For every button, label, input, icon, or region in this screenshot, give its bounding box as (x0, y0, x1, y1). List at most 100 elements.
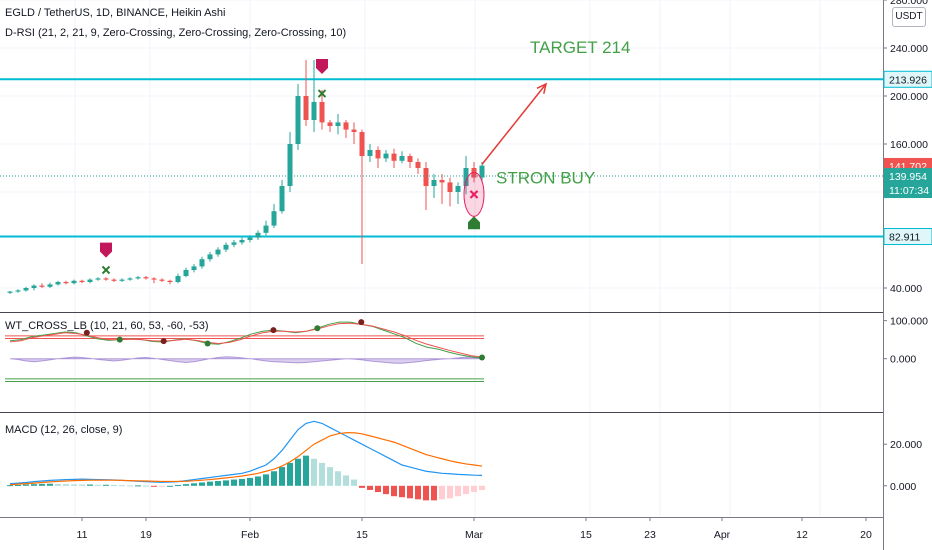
macd-histogram-bar (415, 485, 421, 500)
wt-cross-dot (270, 327, 277, 334)
candle-body (31, 285, 37, 288)
symbol-title: EGLD / TetherUS, 1D, BINANCE, Heikin Ash… (5, 7, 226, 19)
candle-body (199, 259, 205, 267)
candle-body (47, 284, 53, 287)
candle-body (367, 150, 373, 156)
macd-histogram-bar (151, 485, 157, 487)
wt-line-slow (9, 322, 483, 358)
macd-histogram-bar (31, 484, 37, 486)
x-tick-label: Apr (714, 529, 731, 541)
y-tick-label: 280.000 (890, 0, 928, 7)
macd-histogram-bar (255, 476, 261, 486)
macd-histogram-bar (231, 479, 237, 486)
candle-body (79, 280, 85, 282)
candle-body (87, 279, 93, 282)
wt-cross-dot (116, 336, 123, 343)
x-tick-label: 11 (77, 529, 88, 541)
macd-histogram-bar (167, 485, 173, 487)
macd-histogram-bar (159, 485, 165, 487)
macd-histogram-bar (351, 479, 357, 486)
macd-histogram-bar (447, 485, 453, 499)
macd-histogram-bar (95, 484, 101, 486)
indicator-title: D-RSI (21, 2, 21, 9, Zero-Crossing, Zero… (5, 27, 347, 39)
macd-histogram-bar (47, 483, 53, 486)
target-arrow-head (536, 82, 548, 94)
macd-histogram-bar (343, 475, 349, 486)
sell-signal-flag (316, 59, 328, 74)
macd-histogram-bar (63, 484, 69, 486)
candle-body (15, 290, 21, 292)
macd-histogram-bar (479, 485, 485, 490)
candle-body (375, 150, 381, 159)
candle-body (399, 156, 405, 161)
macd-histogram-bar (23, 484, 29, 486)
candle-body (447, 182, 453, 192)
candle-body (7, 291, 13, 293)
countdown-label: 11:07:34 (889, 185, 929, 197)
x-tick-label: 19 (140, 529, 152, 541)
strong-buy-annotation: STRON BUY (496, 169, 595, 188)
macd-histogram-bar (359, 485, 365, 488)
macd-histogram-bar (279, 467, 285, 486)
macd-histogram-bar (391, 485, 397, 497)
macd-histogram-bar (463, 485, 469, 495)
macd-histogram-bar (431, 485, 437, 501)
candle-body (383, 153, 389, 159)
macd-histogram-bar (223, 480, 229, 486)
candle-body (239, 240, 245, 243)
y-tick-label: 240.000 (890, 43, 928, 55)
macd-histogram-bar (55, 483, 61, 486)
macd-histogram-bar (175, 484, 181, 486)
wt-line-fast (9, 321, 483, 359)
macd-histogram-bar (183, 484, 189, 486)
buy-cross-marker (469, 190, 479, 199)
wt-y-tick-label: 0.000 (890, 354, 916, 366)
candle-body (431, 180, 437, 186)
candle-body (223, 244, 229, 250)
candle-body (127, 278, 133, 280)
candle-body (423, 168, 429, 186)
macd-histogram-bar (383, 485, 389, 495)
candle-body (215, 249, 221, 255)
wt-y-tick-label: 100.000 (890, 316, 928, 328)
candle-body (279, 186, 285, 212)
wt-cross-dot (204, 340, 211, 347)
macd-histogram-bar (327, 467, 333, 486)
wt-cross-dot (83, 329, 90, 336)
wt-momentum-area (9, 356, 483, 364)
cross-marker (317, 89, 327, 98)
wt-cross-title: WT_CROSS_LB (10, 21, 60, 53, -60, -53) (5, 320, 209, 332)
candle-body (327, 122, 333, 126)
wt-cross-dot (160, 338, 167, 345)
candle-body (247, 237, 253, 240)
macd-histogram-bar (471, 485, 477, 493)
wt-cross-dot (358, 319, 365, 326)
candle-body (439, 180, 445, 183)
x-tick-label: 23 (644, 529, 656, 541)
candle-body (287, 144, 293, 186)
macd-histogram-bar (399, 485, 405, 498)
candle-body (407, 156, 413, 162)
macd-histogram-bar (39, 483, 45, 486)
macd-histogram-bar (215, 481, 221, 486)
candle-body (311, 102, 317, 120)
y-tick-label: 200.000 (890, 91, 928, 103)
macd-histogram-bar (119, 485, 125, 487)
signal-line (9, 432, 483, 486)
macd-histogram-bar (263, 474, 269, 486)
currency-button[interactable]: USDT (892, 7, 926, 27)
candle-body (463, 168, 469, 186)
candle-body (39, 285, 45, 287)
candle-body (175, 276, 181, 282)
candle-body (111, 279, 117, 281)
candle-body (143, 277, 149, 279)
cross-marker (101, 265, 111, 275)
macd-y-tick-label: 20.000 (890, 439, 922, 451)
macd-histogram-bar (247, 477, 253, 486)
x-tick-label: 12 (796, 529, 808, 541)
target-arrow (481, 83, 547, 165)
macd-histogram-bar (143, 485, 149, 487)
candle-body (63, 282, 69, 284)
candle-body (95, 278, 101, 280)
